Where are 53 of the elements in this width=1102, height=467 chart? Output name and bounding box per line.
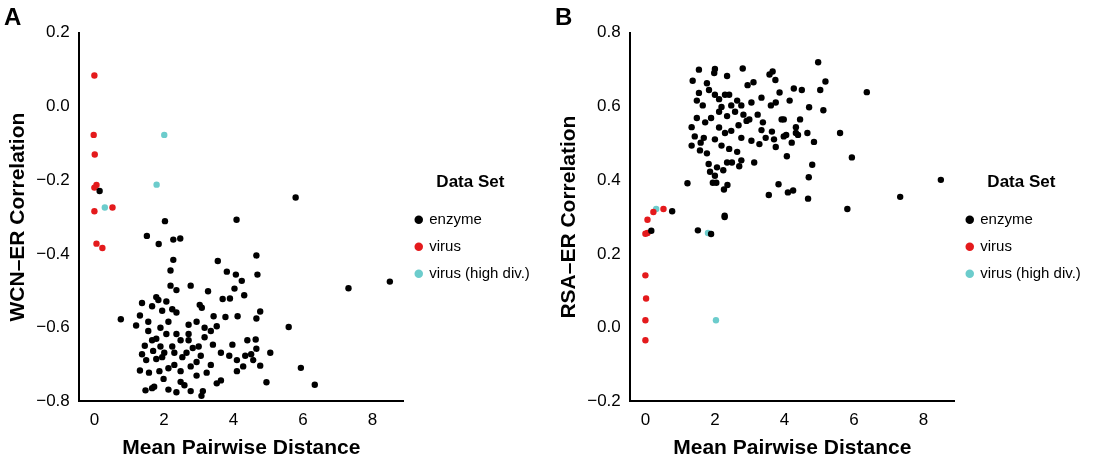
chart-title: B: [555, 3, 573, 31]
point: [712, 317, 720, 324]
y-tick-label: −0.8: [36, 391, 70, 411]
legend-label: enzyme: [980, 209, 1033, 227]
chart-title: A: [4, 3, 22, 31]
x-tick-label: 6: [849, 410, 859, 430]
x-tick-label: 2: [710, 410, 720, 430]
x-tick-label: 8: [367, 410, 378, 430]
y-tick-label: −0.2: [587, 391, 621, 411]
y-tick-label: 0.2: [46, 22, 70, 42]
y-tick-label: −0.6: [36, 317, 70, 337]
point: [101, 204, 109, 211]
point: [90, 131, 97, 139]
x-tick-label: 4: [228, 410, 239, 430]
y-tick-label: −0.4: [36, 243, 70, 263]
legend-label: virus (high div.): [429, 263, 530, 281]
point: [93, 240, 100, 247]
legend-label: virus: [429, 236, 461, 254]
y-axis-title: RSA–ER Correlation: [556, 115, 580, 319]
y-tick-label: 0.8: [597, 22, 621, 42]
point: [644, 216, 651, 223]
y-tick-label: 0.0: [46, 96, 70, 116]
y-axis-title: WCN–ER Correlation: [5, 112, 29, 322]
point: [660, 205, 667, 213]
legend-label: virus: [980, 236, 1012, 254]
x-tick-label: 8: [918, 410, 929, 430]
legend-label: virus (high div.): [980, 263, 1081, 281]
point: [109, 204, 116, 211]
legend-label: enzyme: [429, 209, 482, 227]
y-tick-label: 0.6: [597, 96, 621, 116]
legend-title: Data Set: [987, 171, 1056, 191]
point: [99, 244, 106, 252]
point: [91, 72, 98, 79]
legend-title: Data Set: [436, 171, 505, 191]
point: [642, 317, 649, 324]
point: [642, 295, 650, 302]
x-tick-label: 6: [298, 410, 308, 430]
point: [642, 272, 649, 279]
point: [91, 208, 98, 215]
point: [153, 181, 160, 188]
y-tick-label: −0.2: [36, 169, 70, 189]
point: [642, 337, 649, 344]
point: [161, 131, 168, 139]
x-tick-label: 0: [89, 410, 100, 430]
x-tick-label: 0: [640, 410, 651, 430]
y-tick-label: 0.4: [597, 169, 621, 189]
x-axis-title: Mean Pairwise Distance: [122, 435, 361, 459]
x-tick-label: 2: [159, 410, 169, 430]
x-axis-title: Mean Pairwise Distance: [673, 435, 912, 459]
y-tick-label: 0.0: [597, 317, 621, 337]
y-tick-label: 0.2: [597, 243, 621, 263]
point: [91, 151, 98, 158]
x-tick-label: 4: [779, 410, 790, 430]
